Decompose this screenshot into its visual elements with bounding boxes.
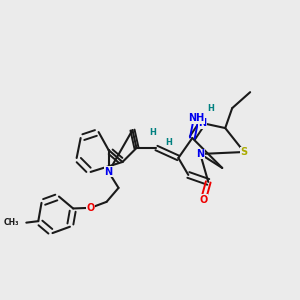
Text: H: H — [165, 137, 172, 146]
Text: NH: NH — [188, 113, 204, 123]
Text: H: H — [207, 103, 214, 112]
Text: N: N — [104, 167, 112, 177]
Text: CH₃: CH₃ — [3, 218, 19, 227]
Text: O: O — [86, 203, 95, 213]
Text: S: S — [241, 147, 248, 157]
Text: H: H — [149, 128, 156, 136]
Text: N: N — [198, 118, 206, 128]
Text: N: N — [196, 149, 204, 159]
Text: O: O — [199, 195, 207, 205]
